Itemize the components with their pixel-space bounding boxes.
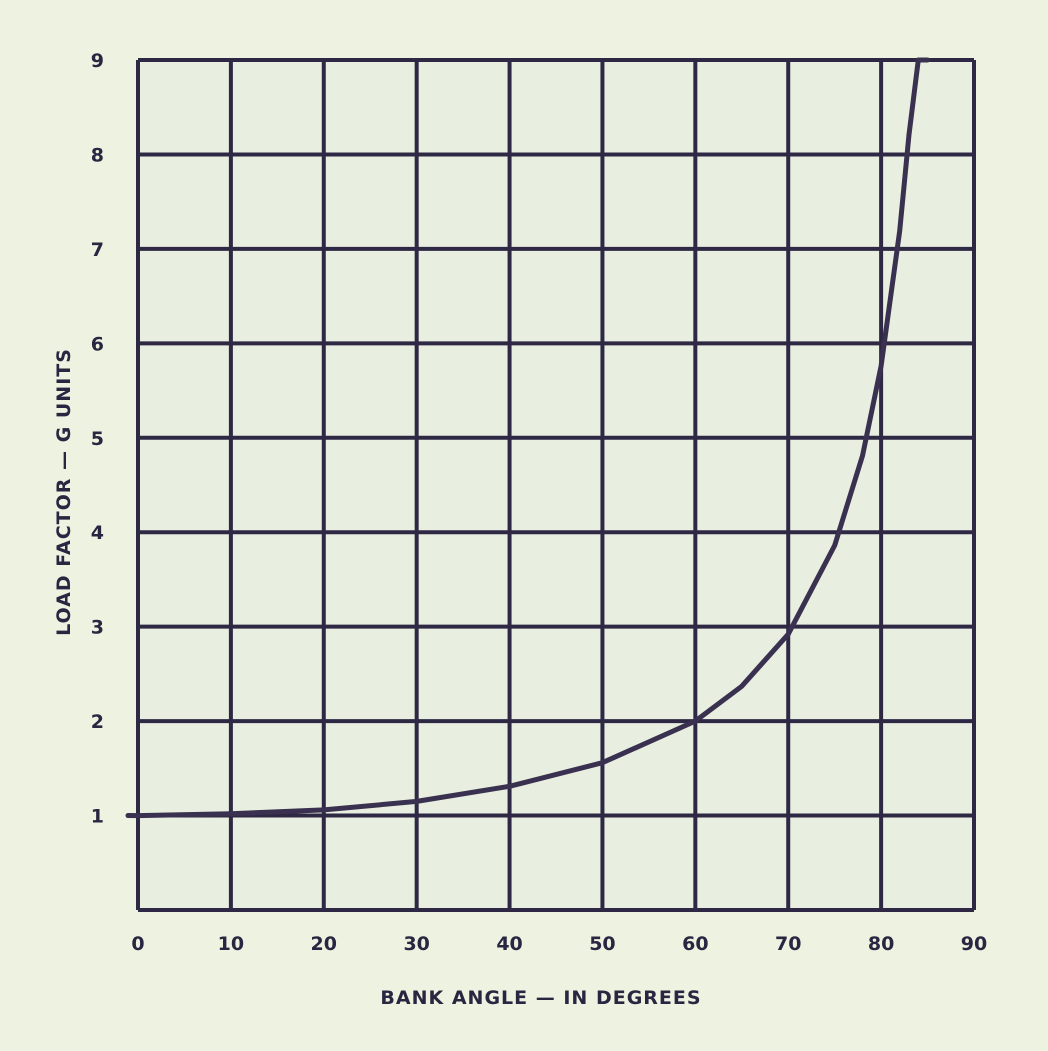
y-axis-label: LOAD FACTOR — G UNITS [53,348,75,636]
y-tick-label: 5 [91,428,104,450]
y-tick-label: 4 [91,522,104,544]
y-tick-label: 3 [91,617,104,639]
x-tick-label: 20 [311,933,337,955]
x-tick-labels: 0 10 20 30 40 50 60 70 80 90 [131,933,987,955]
y-tick-label: 2 [91,711,104,733]
x-tick-label: 10 [218,933,244,955]
x-tick-label: 90 [961,933,987,955]
y-tick-label: 7 [91,239,104,261]
plot-background [138,60,974,910]
y-tick-label: 1 [91,806,104,828]
load-factor-curve [125,57,931,819]
x-tick-label: 0 [131,933,144,955]
x-tick-label: 70 [775,933,801,955]
x-tick-label: 50 [589,933,615,955]
x-tick-label: 80 [868,933,894,955]
x-tick-label: 60 [682,933,708,955]
y-tick-label: 6 [91,333,104,355]
y-tick-label: 8 [91,144,104,166]
grid-lines [136,58,976,912]
x-tick-label: 40 [496,933,522,955]
y-tick-labels: 1 2 3 4 5 6 7 8 9 [91,50,104,828]
x-axis-label: BANK ANGLE — IN DEGREES [380,987,701,1009]
x-tick-label: 30 [403,933,429,955]
y-tick-label: 9 [91,50,104,72]
